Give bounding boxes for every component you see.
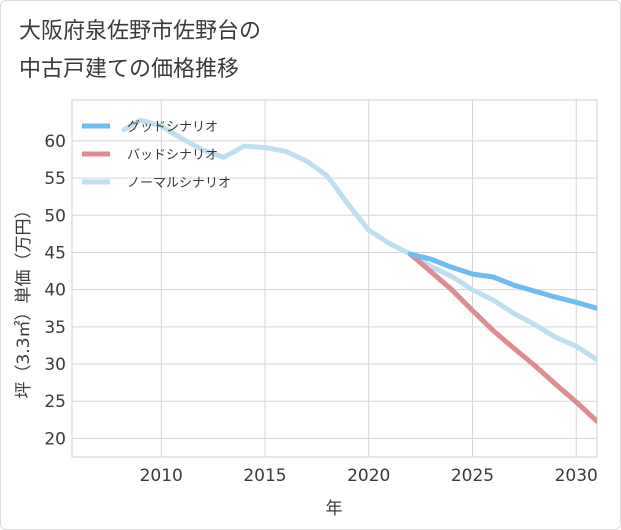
y-tick-label: 50 (44, 206, 66, 226)
y-tick-label: 40 (44, 281, 66, 301)
legend-item-good: グッドシナリオ (82, 120, 218, 135)
chart-title-line-1: 大阪府泉佐野市佐野台の (19, 19, 262, 44)
y-tick-label: 35 (44, 318, 66, 338)
x-tick-label: 2025 (451, 466, 494, 486)
normal-scenario-line (121, 117, 597, 363)
y-tick-label: 25 (44, 392, 66, 412)
legend-item-bad: バッドシナリオ (82, 148, 218, 163)
legend-label: グッドシナリオ (127, 120, 218, 135)
legend-label: バッドシナリオ (127, 148, 218, 163)
legend-item-normal: ノーマルシナリオ (82, 176, 231, 191)
legend-label: ノーマルシナリオ (127, 176, 231, 191)
y-tick-label: 20 (44, 429, 66, 449)
x-tick-label: 2015 (243, 466, 286, 486)
x-tick-label: 2010 (140, 466, 183, 486)
x-tick-label: 2020 (347, 466, 390, 486)
plot-area (71, 99, 598, 458)
chart-title: 大阪府泉佐野市佐野台の 中古戸建ての価格推移 (19, 13, 261, 89)
x-axis-title: 年 (326, 499, 343, 519)
chart-title-line-2: 中古戸建ての価格推移 (19, 57, 240, 82)
x-tick-label: 2030 (555, 466, 598, 486)
y-axis-title: 坪（3.3㎡）単価（万円） (14, 201, 34, 398)
y-tick-label: 60 (44, 132, 66, 152)
bad-scenario-line (407, 251, 597, 424)
good-scenario-line (407, 251, 597, 311)
y-tick-label: 55 (44, 169, 66, 189)
y-tick-label: 45 (44, 243, 66, 263)
y-tick-label: 30 (44, 355, 66, 375)
grid (72, 100, 597, 457)
series-lines (121, 117, 597, 424)
